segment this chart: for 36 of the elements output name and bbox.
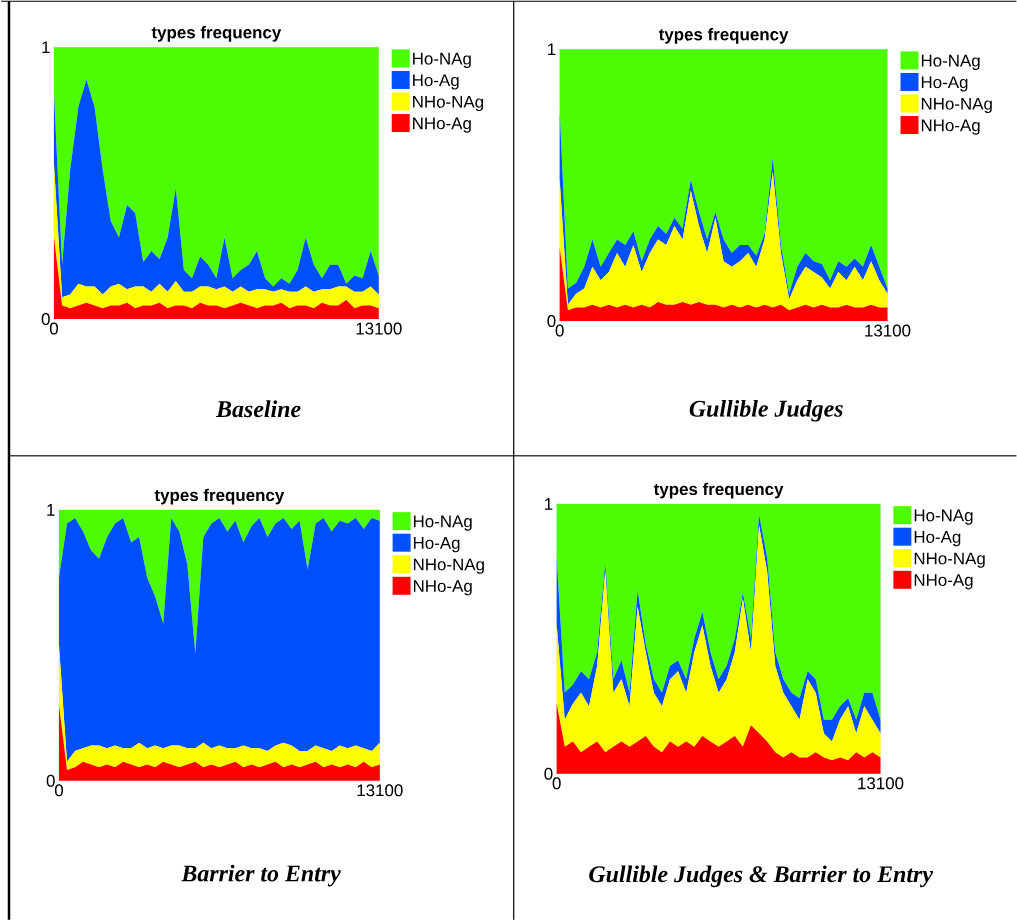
y-tick-label: 1 xyxy=(42,41,50,54)
legend-label: NHo-Ag xyxy=(914,574,973,590)
text: Gullible Judges xyxy=(689,399,843,422)
y-tick-label: 1 xyxy=(47,504,55,516)
y-tick-label: 0 xyxy=(544,767,553,780)
x-tick-label: 13100 xyxy=(865,324,911,337)
x-tick-label: 13100 xyxy=(858,777,904,790)
legend-label: NHo-NAg xyxy=(413,95,484,112)
legend-label: Ho-NAg xyxy=(413,515,472,531)
text: Baseline xyxy=(215,400,301,418)
legend-label: NHo-Ag xyxy=(921,119,980,135)
legend-label: NHo-NAg xyxy=(921,97,992,114)
chart-title: types frequency xyxy=(151,25,282,42)
chart-title: types frequency xyxy=(658,27,789,44)
x-tick-label: 0 xyxy=(54,784,64,797)
y-tick-label: 1 xyxy=(545,498,553,510)
y-tick-label: 0 xyxy=(41,313,50,326)
legend-label: Ho-NAg xyxy=(921,54,980,70)
legend-label: Ho-Ag xyxy=(921,76,968,92)
x-tick-label: 0 xyxy=(555,324,564,337)
text: Barrier to Entry xyxy=(181,864,341,887)
legend-label: Ho-Ag xyxy=(413,74,459,90)
chart-title: types frequency xyxy=(653,482,784,499)
legend-label: NHo-Ag xyxy=(413,580,472,596)
x-tick-label: 13100 xyxy=(357,784,403,797)
legend-label: NHo-NAg xyxy=(914,552,985,568)
x-tick-label: 13100 xyxy=(356,322,402,335)
chart-title: types frequency xyxy=(154,488,285,505)
text: Gullible Judges & Barrier to Entry xyxy=(589,865,934,888)
legend-label: Ho-Ag xyxy=(914,531,961,547)
legend-label: NHo-NAg xyxy=(413,558,484,574)
legend-label: NHo-Ag xyxy=(413,117,471,133)
legend-label: Ho-Ag xyxy=(413,537,460,553)
legend-label: Ho-NAg xyxy=(413,52,471,68)
y-tick-label: 1 xyxy=(548,43,556,56)
legend-label: Ho-NAg xyxy=(914,509,973,525)
